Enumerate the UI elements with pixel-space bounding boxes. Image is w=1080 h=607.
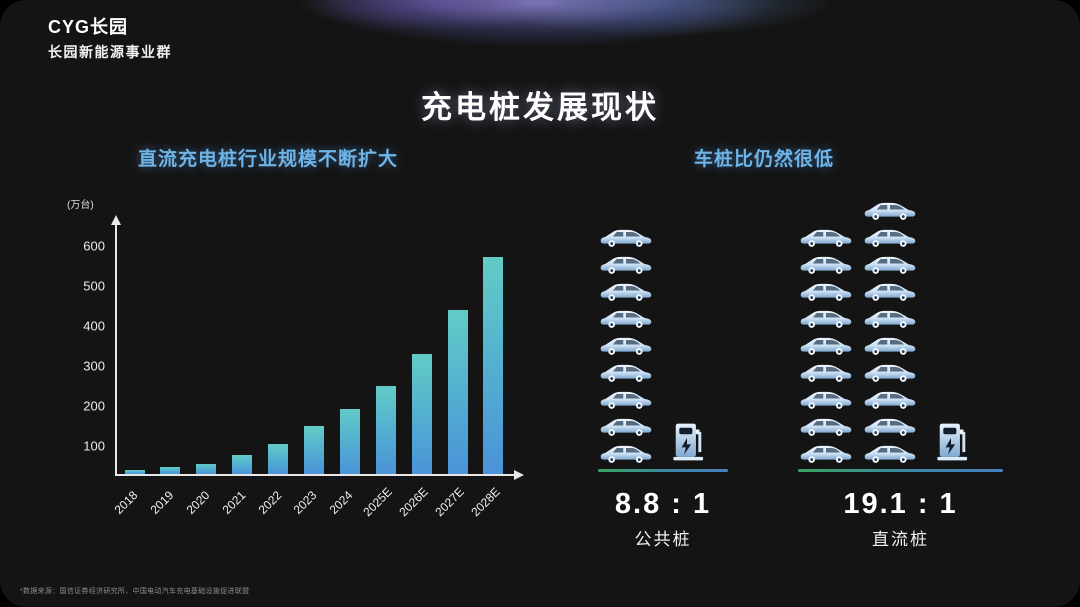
car-icon — [798, 334, 854, 356]
chart-bars — [118, 226, 510, 474]
ratio-value-public: 8.8 : 1 — [614, 488, 712, 520]
car-icon — [798, 253, 854, 275]
source-footnote: *数据来源：国信证券经济研究所、中国电动汽车充电基础设施促进联盟 — [20, 588, 250, 595]
x-axis-labels: 2018 2019 2020 2021 2022 2023 2024 2025E 2026E 20… — [112, 478, 510, 530]
bar-slot — [369, 226, 402, 474]
fleet-dc — [798, 199, 1008, 464]
chart-bar — [160, 466, 181, 474]
car-icon — [862, 253, 918, 275]
car-icon — [598, 307, 654, 329]
bar-slot — [477, 226, 510, 474]
car-icon — [862, 334, 918, 356]
car-icon — [598, 334, 654, 356]
chart-bar — [196, 463, 217, 474]
car-column — [598, 226, 654, 464]
chart-bar — [483, 257, 504, 474]
car-icon — [862, 280, 918, 302]
car-icon — [798, 415, 854, 437]
car-icon — [862, 415, 918, 437]
chart-bar — [447, 310, 468, 474]
x-axis-line — [115, 470, 524, 480]
car-icon — [862, 226, 918, 248]
car-icon — [862, 388, 918, 410]
y-tick-label: 400 — [83, 318, 105, 334]
ratio-group-public: 8.8 : 1 公共桩 — [598, 226, 743, 550]
car-icon — [862, 442, 918, 464]
car-icon — [598, 388, 654, 410]
car-icon — [598, 226, 654, 248]
logo-sub-text: 长园新能源事业群 — [48, 43, 172, 60]
y-tick-label: 500 — [83, 278, 105, 294]
y-tick-label: 200 — [83, 398, 105, 414]
chart-bar — [232, 455, 253, 474]
chart-bar — [303, 426, 324, 474]
ratio-panel: 8.8 : 1 公共桩 19.1 : 1 直流桩 — [580, 180, 1040, 550]
bar-slot — [190, 226, 223, 474]
car-icon — [798, 442, 854, 464]
bar-slot — [226, 226, 259, 474]
ratio-value-dc: 19.1 : 1 — [843, 488, 958, 520]
bar-slot — [297, 226, 330, 474]
brand-logo: CYG长园 长园新能源事业群 — [48, 16, 172, 62]
bar-slot — [118, 226, 151, 474]
y-tick-label: 600 — [83, 238, 105, 254]
charging-station-icon — [936, 420, 972, 464]
car-column — [798, 226, 854, 464]
car-icon — [862, 199, 918, 221]
fleet-public — [598, 226, 743, 464]
car-icon — [598, 253, 654, 275]
car-icon — [598, 415, 654, 437]
ratio-caption-public: 公共桩 — [634, 530, 692, 549]
car-icon — [798, 388, 854, 410]
ground-line-dc — [798, 469, 1003, 472]
y-axis-line — [111, 215, 121, 476]
y-axis-ticks: 100 200 300 400 500 600 — [55, 196, 105, 486]
y-axis-unit-label: (万台) — [67, 200, 94, 211]
y-tick-label: 100 — [83, 438, 105, 454]
bar-slot — [441, 226, 474, 474]
right-section-subtitle: 车桩比仍然很低 — [694, 149, 835, 170]
bar-slot — [405, 226, 438, 474]
car-icon — [798, 361, 854, 383]
chart-bar — [375, 386, 396, 474]
car-icon — [598, 361, 654, 383]
ratio-caption-dc: 直流桩 — [872, 530, 929, 549]
car-icon — [598, 442, 654, 464]
bar-slot — [154, 226, 187, 474]
page-title: 充电桩发展现状 — [421, 90, 659, 125]
car-icon — [798, 226, 854, 248]
chart-bar — [411, 354, 432, 474]
logo-main-text: CYG长园 — [48, 17, 129, 37]
car-icon — [862, 361, 918, 383]
chart-bar — [268, 443, 289, 474]
car-icon — [862, 307, 918, 329]
chart-bar — [124, 470, 145, 474]
bar-chart: (万台) 100 200 300 400 500 600 2018 2019 2020 2021… — [55, 196, 525, 536]
bar-slot — [333, 226, 366, 474]
y-tick-label: 300 — [83, 358, 105, 374]
car-column — [862, 199, 918, 464]
left-section-subtitle: 直流充电桩行业规模不断扩大 — [138, 149, 399, 170]
ground-line-public — [598, 469, 728, 472]
chart-bar — [339, 408, 360, 474]
car-icon — [798, 307, 854, 329]
car-icon — [598, 280, 654, 302]
car-icon — [798, 280, 854, 302]
x-tick-label: 2028E — [468, 484, 503, 520]
ratio-group-dc: 19.1 : 1 直流桩 — [798, 199, 1008, 550]
charging-station-icon — [672, 420, 708, 464]
bar-slot — [262, 226, 295, 474]
